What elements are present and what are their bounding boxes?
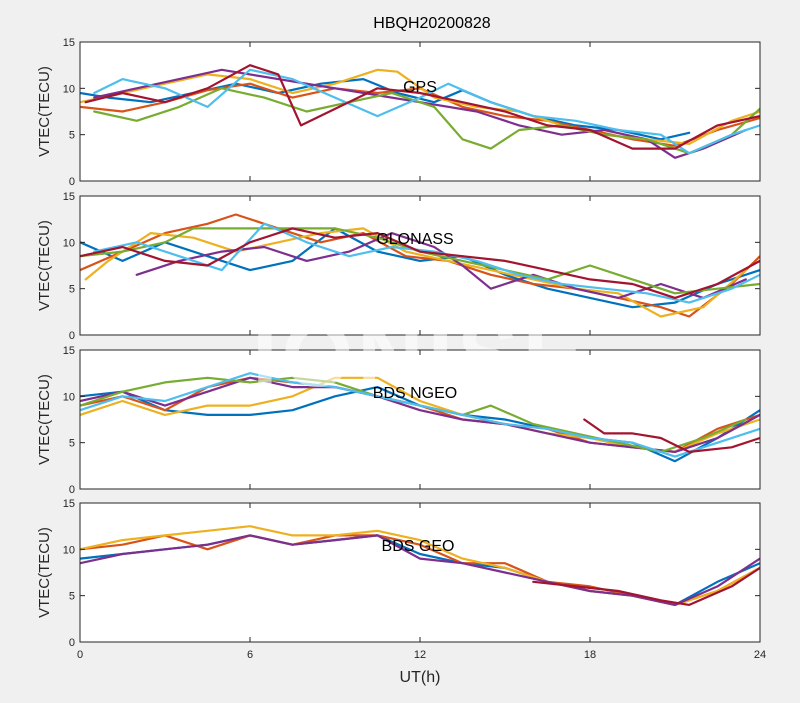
panel-label: BDS GEO	[382, 538, 455, 555]
x-tick-label: 12	[414, 649, 426, 661]
panel-label: GPS	[403, 79, 437, 96]
series-line-3	[93, 68, 747, 159]
y-tick-label: 0	[69, 637, 75, 649]
y-tick-label: 5	[69, 591, 75, 603]
series-line-4	[532, 566, 760, 607]
plot-area	[80, 350, 760, 489]
series-line-4	[93, 87, 760, 155]
y-axis-label: VTEC(TECU)	[36, 66, 53, 157]
series-group	[80, 372, 760, 463]
series-line-0	[80, 77, 691, 141]
series-line-6	[583, 418, 760, 453]
series-line-5	[80, 372, 760, 458]
panels: 0 5 10 15 VTEC(TECU) GPS 0 5 10 15 VTEC(TECU) GLONA…	[36, 37, 766, 661]
y-axis-label: VTEC(TECU)	[36, 220, 53, 311]
panel-2: 0 5 10 15 VTEC(TECU) BDS NGEO	[36, 345, 761, 496]
y-tick-label: 0	[69, 176, 75, 188]
y-tick-label: 15	[63, 191, 75, 203]
y-tick-label: 0	[69, 484, 75, 496]
y-tick-label: 10	[63, 391, 75, 403]
x-axis-label: UT(h)	[400, 669, 441, 686]
series-group	[80, 213, 760, 318]
series-group	[80, 64, 760, 159]
y-axis-label: VTEC(TECU)	[36, 374, 53, 465]
y-tick-label: 5	[69, 438, 75, 450]
panel-0: 0 5 10 15 VTEC(TECU) GPS	[36, 37, 761, 188]
panel-3: 0 5 10 15 0 6 12 18 24 VTEC(TECU) BDS GEO	[36, 498, 766, 661]
figure-title: HBQH20200828	[373, 15, 491, 32]
y-tick-label: 15	[63, 37, 75, 49]
y-tick-label: 10	[63, 237, 75, 249]
y-tick-label: 15	[63, 345, 75, 357]
series-group	[80, 525, 760, 607]
y-axis-label: VTEC(TECU)	[36, 527, 53, 618]
x-tick-label: 24	[754, 649, 766, 661]
x-tick-label: 6	[247, 649, 253, 661]
y-tick-label: 5	[69, 130, 75, 142]
series-line-2	[80, 68, 760, 145]
watermark: IONISE	[252, 304, 588, 406]
panel-1: 0 5 10 15 VTEC(TECU) GLONASS	[36, 191, 761, 342]
plot-area	[80, 196, 760, 335]
series-line-6	[84, 64, 760, 150]
x-tick-label: 0	[77, 649, 83, 661]
y-tick-label: 0	[69, 330, 75, 342]
panel-label: GLONASS	[376, 231, 453, 248]
series-line-0	[80, 227, 760, 309]
series-line-6	[80, 227, 760, 299]
series-line-5	[93, 68, 760, 155]
y-tick-label: 15	[63, 498, 75, 510]
plot-area	[80, 42, 760, 181]
plot-area	[80, 503, 760, 642]
series-line-4	[80, 227, 760, 295]
series-line-3	[80, 534, 760, 607]
y-tick-label: 10	[63, 544, 75, 556]
x-tick-label: 18	[584, 649, 596, 661]
panel-label: BDS NGEO	[373, 385, 457, 402]
series-line-1	[80, 213, 760, 318]
y-tick-label: 5	[69, 284, 75, 296]
series-line-3	[135, 232, 747, 299]
y-tick-label: 10	[63, 83, 75, 95]
